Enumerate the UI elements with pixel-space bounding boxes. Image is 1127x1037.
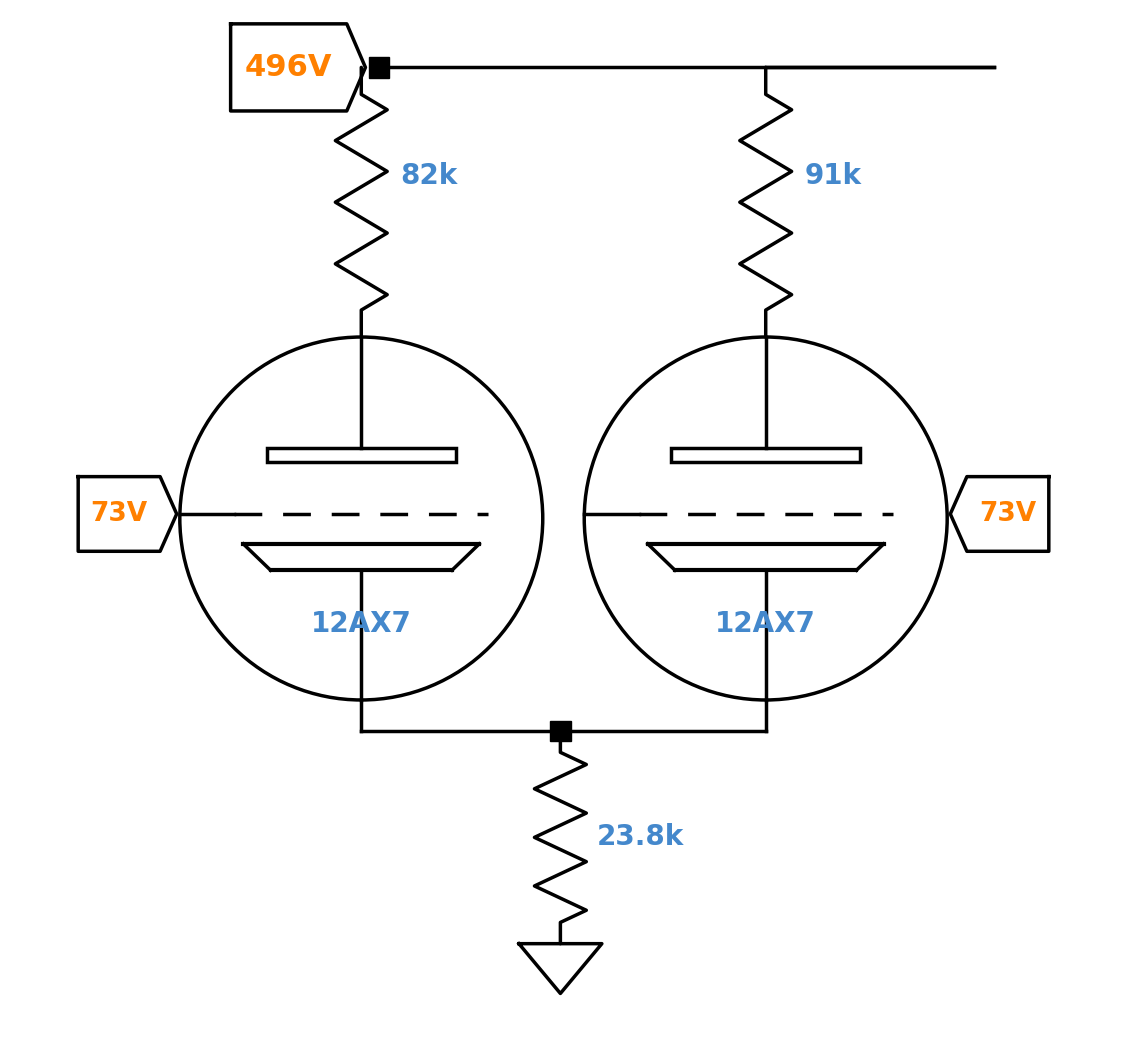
Bar [369,57,389,78]
Text: 12AX7: 12AX7 [716,610,816,638]
Text: 82k: 82k [401,162,458,191]
Text: 23.8k: 23.8k [596,823,684,851]
Text: 496V: 496V [245,53,332,82]
Bar [672,448,860,461]
Bar [550,721,570,741]
Bar [267,448,455,461]
Text: 12AX7: 12AX7 [311,610,411,638]
Text: 73V: 73V [90,501,148,527]
Text: 91k: 91k [805,162,862,191]
Text: 73V: 73V [979,501,1037,527]
